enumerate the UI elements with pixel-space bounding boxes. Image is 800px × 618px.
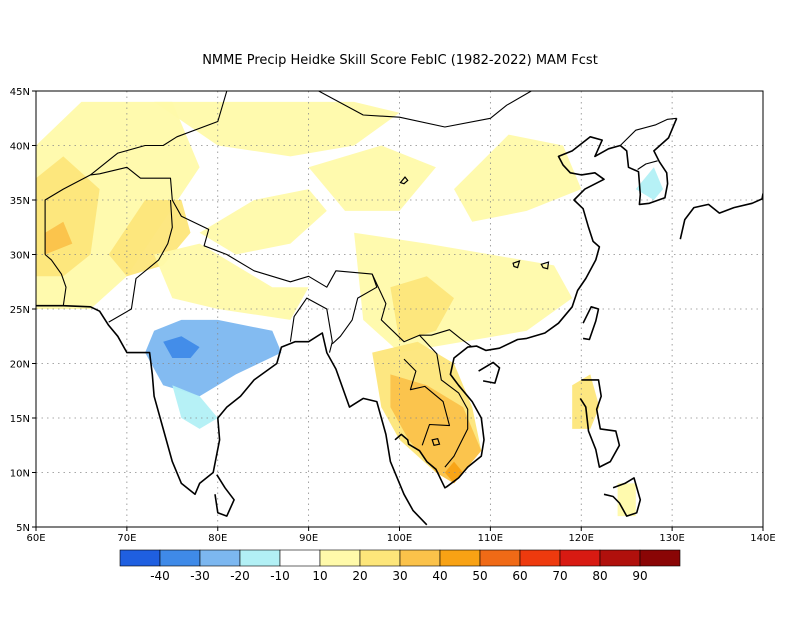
colorbar-legend: -40 -30 -20 -10 10 20 30 40 50 60 70 80 90 <box>119 549 681 583</box>
colorbar-swatch <box>159 549 201 567</box>
y-tick-label: 30N <box>10 251 30 262</box>
y-tick-label: 15N <box>10 414 30 425</box>
latitude-axis: 5N 10N 15N 20N 25N 30N 35N 40N 45N <box>10 87 36 534</box>
skill-region-korea <box>635 167 663 200</box>
lake-outline <box>540 261 550 270</box>
colorbar-swatch <box>599 549 641 567</box>
country-border <box>317 91 534 128</box>
colorbar-label: 50 <box>472 569 487 583</box>
coastline <box>679 193 763 240</box>
lake-outline <box>431 438 441 446</box>
skill-region-china-east <box>454 134 582 222</box>
colorbar-swatch <box>559 549 601 567</box>
skill-region-india-central-strong <box>163 336 200 358</box>
colorbar-swatch <box>519 549 561 567</box>
y-tick-label: 25N <box>10 305 30 316</box>
skill-region-china-west <box>308 145 436 211</box>
colorbar-label: 80 <box>592 569 607 583</box>
country-border <box>44 254 67 306</box>
colorbar-label: -20 <box>230 569 250 583</box>
map-title: NMME Precip Heidke Skill Score FebIC (19… <box>202 53 598 68</box>
colorbar-label: 70 <box>552 569 567 583</box>
coastline <box>579 379 621 468</box>
skill-region-mindanao <box>617 483 636 517</box>
x-tick-label: 140E <box>750 533 775 544</box>
x-tick-label: 100E <box>387 533 412 544</box>
coastline <box>619 117 678 206</box>
colorbar-swatch <box>399 549 441 567</box>
colorbar-swatch <box>199 549 241 567</box>
skill-region-india-north <box>154 243 309 320</box>
colorbar-label: 90 <box>632 569 647 583</box>
coastline <box>478 361 501 384</box>
x-tick-label: 80E <box>208 533 227 544</box>
coastline <box>582 305 600 341</box>
coastline <box>603 477 642 517</box>
colorbar-swatch <box>279 549 321 567</box>
coastline <box>214 474 235 517</box>
coastline-layer <box>36 91 763 526</box>
coastline <box>36 304 428 526</box>
colorbar-label: 30 <box>392 569 407 583</box>
skill-region-mongolia-north <box>154 101 400 157</box>
colorbar-label: 20 <box>352 569 367 583</box>
colorbar-swatch <box>439 549 481 567</box>
x-tick-label: 110E <box>478 533 503 544</box>
colorbar-swatch <box>319 549 361 567</box>
graticule-layer <box>36 91 763 527</box>
colorbar-label: -30 <box>190 569 210 583</box>
skill-region-philippines <box>572 374 600 429</box>
country-border <box>619 117 677 146</box>
coastline <box>394 136 621 489</box>
country-border <box>108 199 173 323</box>
country-border <box>289 297 333 353</box>
skill-region-india-south-dry <box>172 385 218 429</box>
x-tick-label: 90E <box>299 533 318 544</box>
y-tick-label: 45N <box>10 87 30 98</box>
y-tick-label: 10N <box>10 469 30 480</box>
skill-region-iran-south <box>45 221 73 255</box>
y-tick-label: 5N <box>16 523 30 534</box>
country-border <box>90 91 236 176</box>
lake-outline <box>399 176 409 185</box>
skill-shading-layer <box>36 101 663 517</box>
longitude-axis: 60E 70E 80E 90E 100E 110E 120E 130E 140E <box>26 527 776 544</box>
country-border <box>419 334 469 468</box>
skill-region-pakistan <box>108 200 191 277</box>
y-tick-label: 20N <box>10 360 30 371</box>
colorbar-swatch <box>119 549 161 567</box>
x-tick-label: 60E <box>26 533 45 544</box>
skill-region-tibet-west <box>199 189 327 255</box>
country-border <box>44 166 473 348</box>
colorbar-label: 40 <box>432 569 447 583</box>
colorbar-label: -40 <box>150 569 170 583</box>
lake-outline <box>512 260 521 269</box>
colorbar-label: 10 <box>312 569 327 583</box>
country-border <box>637 160 658 170</box>
colorbar-label: 60 <box>512 569 527 583</box>
y-tick-label: 35N <box>10 196 30 207</box>
colorbar-swatch <box>479 549 521 567</box>
colorbar-label: -10 <box>270 569 290 583</box>
colorbar-swatch <box>359 549 401 567</box>
colorbar-swatch <box>639 549 681 567</box>
x-tick-label: 70E <box>117 533 136 544</box>
country-border <box>403 358 451 446</box>
skill-region-cambodia-vietnam <box>390 374 482 484</box>
x-tick-label: 130E <box>659 533 684 544</box>
country-border <box>331 273 378 345</box>
x-tick-label: 120E <box>569 533 594 544</box>
y-tick-label: 40N <box>10 142 30 153</box>
colorbar-swatch <box>239 549 281 567</box>
